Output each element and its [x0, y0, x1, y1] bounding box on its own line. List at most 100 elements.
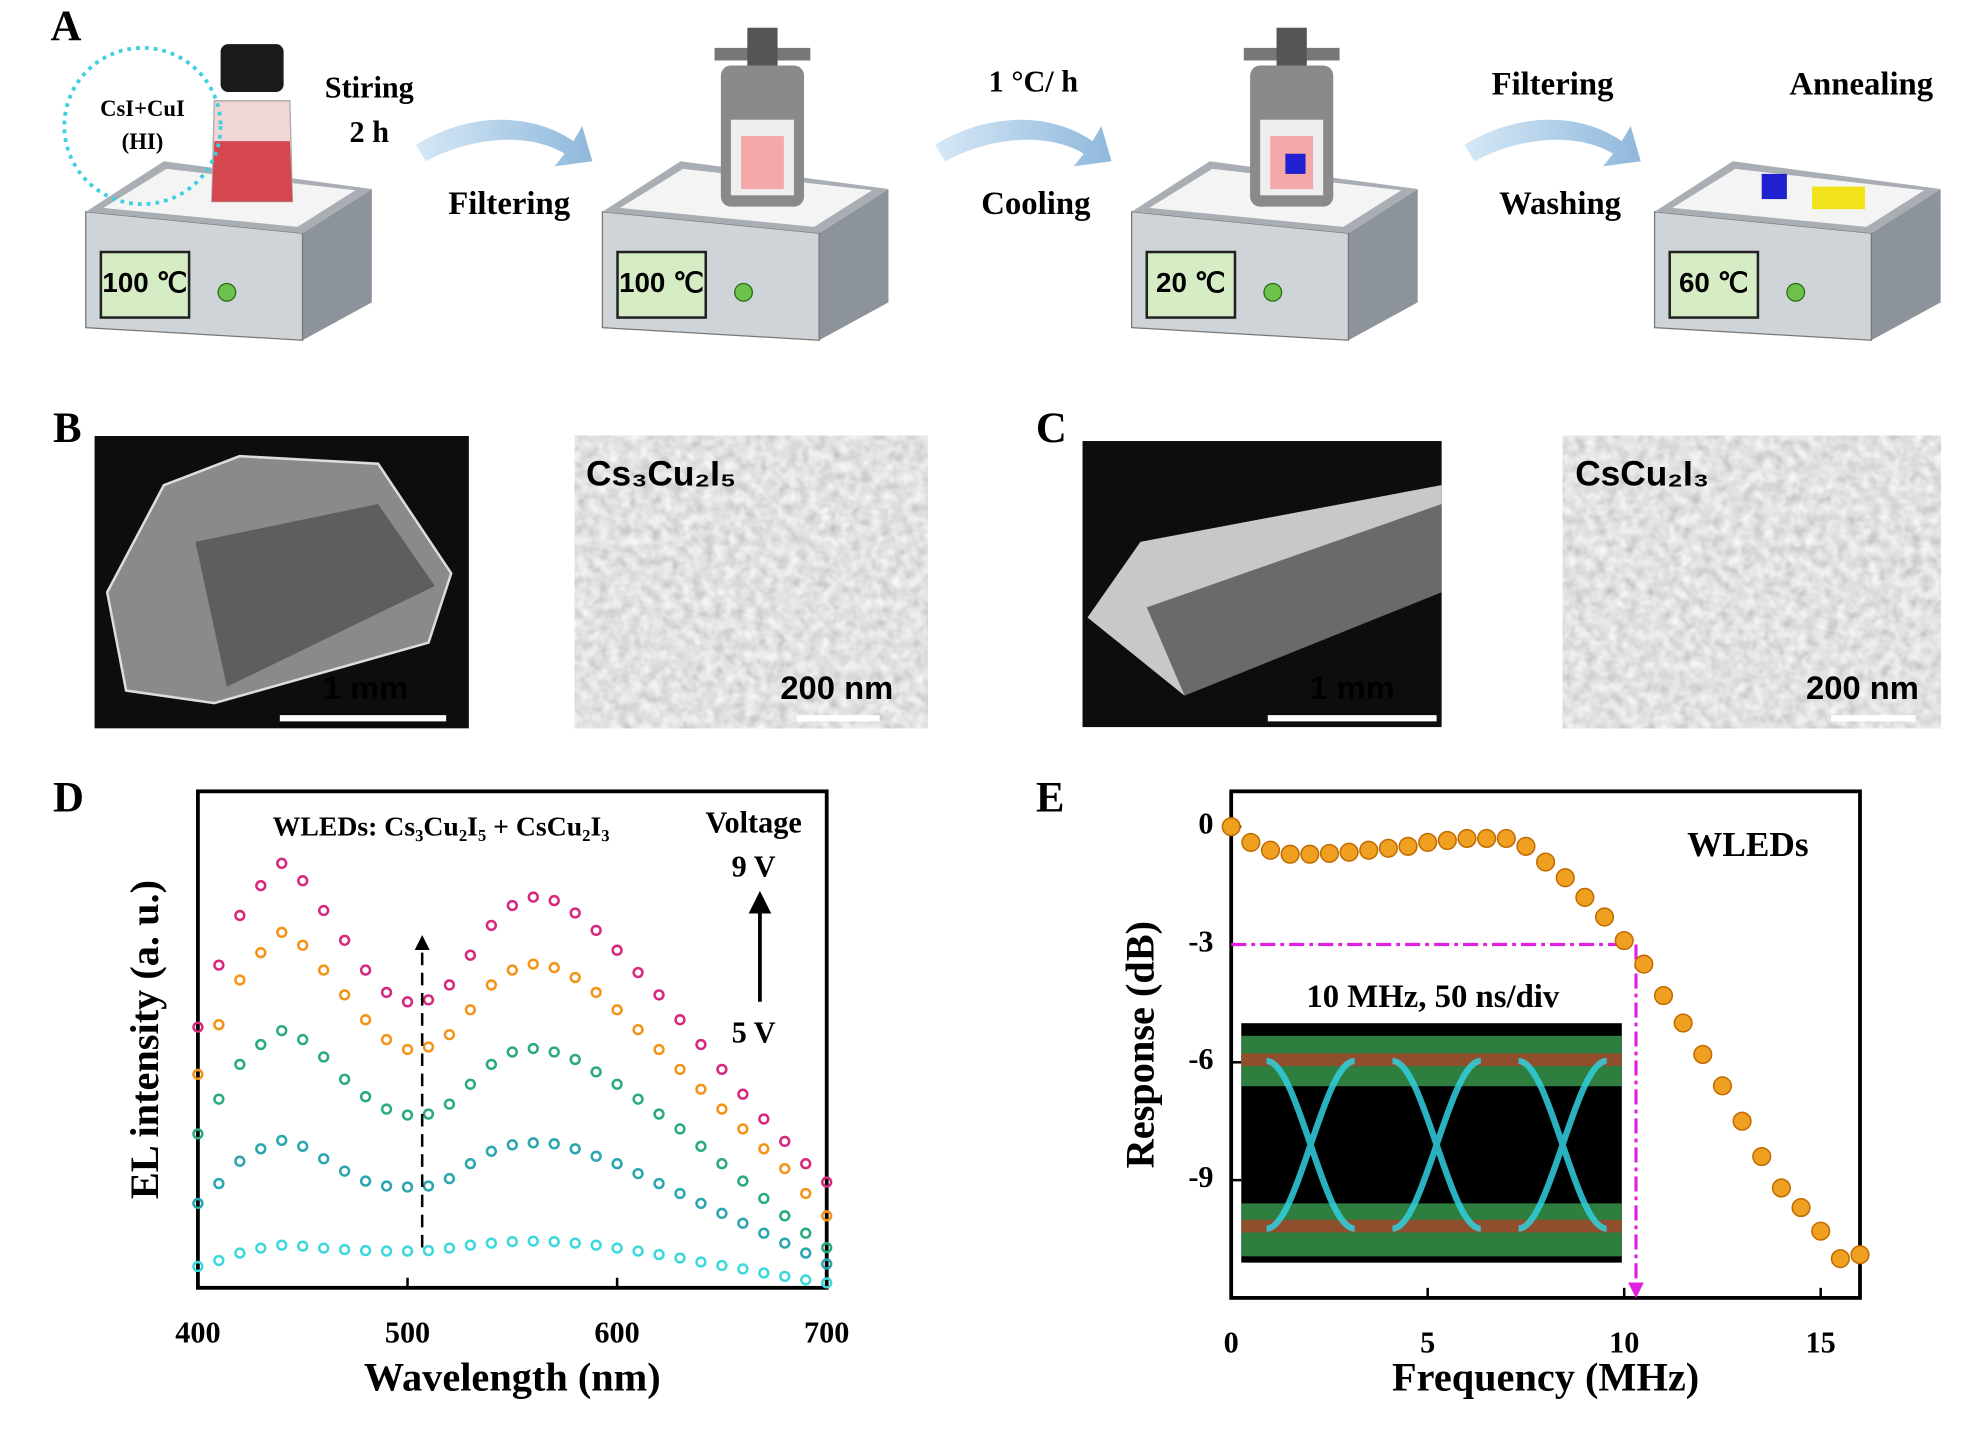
data-point	[234, 909, 246, 922]
liner-solution	[741, 136, 784, 190]
material-label: CsCu₂I₃	[1575, 455, 1709, 494]
data-point	[758, 1267, 770, 1279]
data-point	[234, 1058, 246, 1071]
data-point	[569, 971, 581, 984]
data-point	[716, 1259, 728, 1272]
data-point	[674, 1014, 686, 1026]
data-point	[255, 1038, 267, 1051]
data-point	[380, 1180, 393, 1192]
chart: E 0 5 10 15 0 -3 -6 -9 Frequency (MHz) Response (d…	[1036, 774, 1870, 1399]
data-point	[276, 1134, 288, 1147]
data-point	[695, 1083, 707, 1095]
reagent-label: (HI)	[122, 129, 164, 154]
data-point	[234, 974, 246, 986]
scale-label: 200 nm	[780, 669, 893, 706]
data-point	[779, 1163, 791, 1175]
data-point	[1614, 930, 1634, 951]
data-point	[590, 1239, 602, 1251]
data-point	[674, 1187, 686, 1200]
data-point	[192, 1128, 204, 1140]
data-point	[716, 1207, 728, 1220]
data-point	[255, 1143, 267, 1155]
chart: D 400 500 600 700 Wavelength (nm) EL intensity…	[53, 774, 849, 1399]
data-point	[401, 1043, 414, 1056]
data-point	[569, 907, 581, 919]
data-point	[821, 1241, 833, 1254]
data-point	[318, 1242, 330, 1254]
data-point	[338, 1073, 351, 1085]
data-point	[737, 1175, 749, 1187]
x-tick-label: 5	[1420, 1326, 1435, 1360]
data-point	[737, 1263, 749, 1275]
x-tick-label: 400	[175, 1316, 220, 1350]
data-point	[464, 949, 477, 961]
vial-solution	[211, 141, 293, 202]
data-point	[464, 1078, 477, 1090]
data-point	[1398, 836, 1418, 856]
data-point	[359, 1244, 372, 1257]
scale-label: 1 mm	[323, 669, 409, 706]
data-point	[506, 1139, 518, 1151]
hotplate: 20 ℃	[1131, 27, 1418, 341]
data-point	[1791, 1198, 1811, 1218]
data-point	[485, 1237, 498, 1249]
autoclave-knob	[1276, 27, 1307, 66]
data-point	[527, 891, 539, 903]
data-point	[255, 1242, 267, 1254]
y-tick-label: -3	[1188, 924, 1213, 958]
data-point	[422, 1180, 435, 1192]
eye-crossing	[1517, 1057, 1608, 1232]
data-point	[255, 880, 267, 892]
data-point	[674, 1123, 686, 1135]
data-point	[674, 1252, 686, 1264]
data-point	[611, 1158, 623, 1170]
data-point	[758, 1143, 770, 1155]
data-point	[632, 1093, 644, 1105]
step-label: Filtering	[448, 186, 570, 222]
data-point	[821, 1258, 833, 1270]
data-point	[318, 1153, 330, 1165]
data-point	[380, 1245, 393, 1257]
data-point	[485, 919, 498, 932]
process-arrow	[935, 119, 1112, 167]
data-point	[213, 1019, 225, 1031]
data-point	[632, 1167, 644, 1180]
data-point	[695, 1256, 707, 1268]
scale-label: 1 mm	[1309, 669, 1395, 706]
data-point	[443, 1172, 456, 1185]
data-point	[192, 1260, 204, 1273]
display	[99, 250, 191, 319]
step-label: Washing	[1499, 186, 1622, 222]
precursor-bubble	[62, 45, 223, 207]
data-point	[716, 1103, 728, 1115]
temperature: 100 ℃	[102, 267, 187, 298]
hotplate: 60 ℃	[1653, 161, 1941, 341]
data-point	[297, 875, 309, 887]
data-point	[401, 996, 414, 1008]
data-point	[569, 1143, 581, 1155]
data-point	[1771, 1178, 1791, 1198]
hotplate-surface	[1672, 168, 1925, 227]
data-point	[234, 1155, 246, 1167]
data-point	[1752, 1146, 1772, 1167]
x-tick-label: 0	[1224, 1326, 1239, 1360]
sem-image	[574, 435, 928, 729]
indicator	[217, 282, 237, 302]
data-point	[464, 1239, 477, 1251]
data-point	[464, 1004, 477, 1016]
data-point	[548, 961, 560, 974]
data-point	[527, 958, 539, 970]
data-point	[1378, 838, 1398, 858]
hotplate-side	[302, 189, 372, 341]
x-tick-label: 500	[385, 1316, 430, 1350]
indicator	[1786, 282, 1806, 302]
annotation: WLEDs	[1687, 825, 1809, 864]
data-point	[338, 934, 351, 946]
data-point	[297, 1240, 309, 1252]
data-point	[737, 1088, 749, 1100]
data-point	[653, 1177, 665, 1190]
data-point	[213, 959, 225, 971]
data-point	[821, 1277, 833, 1289]
